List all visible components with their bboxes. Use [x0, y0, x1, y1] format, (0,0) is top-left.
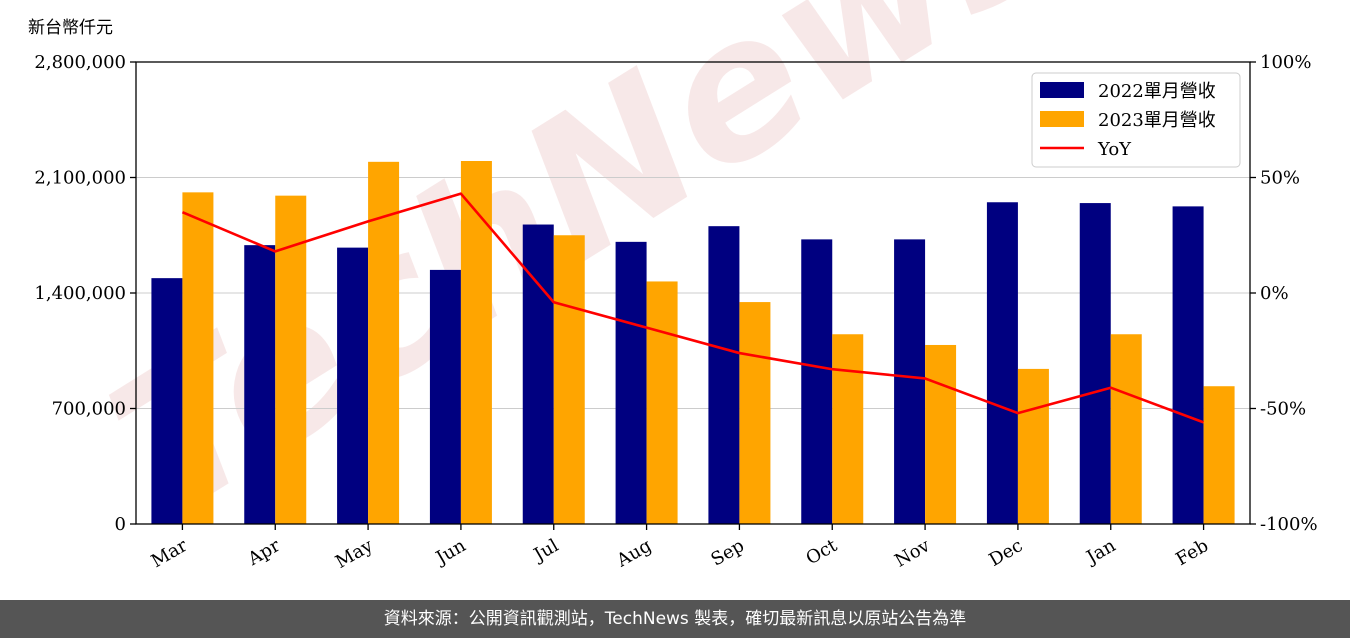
legend-label: 2023單月營收 — [1098, 110, 1216, 131]
x-tick-label: Feb — [1172, 535, 1212, 570]
y2-tick-label: 100% — [1260, 52, 1311, 73]
bar-2022 — [151, 278, 183, 524]
y-tick-label: 1,400,000 — [34, 283, 126, 304]
chart: TechNews 0700,0001,400,0002,100,0002,800… — [28, 0, 1318, 573]
bar-2023 — [553, 235, 585, 524]
bar-2023 — [1110, 334, 1142, 524]
bar-2022 — [337, 247, 369, 524]
bars — [151, 161, 1235, 525]
yoy-line-group — [181, 192, 1205, 424]
x-tick-label: Dec — [985, 535, 1026, 571]
legend-label: 2022單月營收 — [1098, 81, 1216, 102]
bar-2023 — [275, 195, 307, 524]
y-tick-label: 0 — [115, 514, 126, 535]
bar-2022 — [708, 226, 740, 525]
bar-2022 — [801, 239, 833, 524]
x-tick-label: Jul — [529, 535, 563, 567]
x-tick-label: Oct — [802, 535, 841, 570]
bar-2023 — [925, 344, 957, 524]
y-axis-unit-label: 新台幣仟元 — [28, 18, 113, 38]
axes — [130, 61, 1256, 530]
bar-2023 — [739, 302, 771, 524]
x-tick-label: Nov — [891, 535, 934, 572]
grid-lines — [136, 177, 1250, 409]
legend-swatch — [1040, 82, 1084, 98]
x-tick-label: Sep — [708, 535, 748, 570]
bar-2022 — [1172, 206, 1204, 524]
bar-2022 — [522, 224, 554, 524]
y2-tick-label: 50% — [1260, 168, 1300, 189]
y2-tick-label: -100% — [1260, 514, 1318, 535]
plot-frame — [135, 61, 1251, 525]
bar-2022 — [986, 202, 1018, 524]
bar-2022 — [615, 241, 647, 524]
bar-2023 — [460, 161, 492, 524]
bar-2023 — [368, 161, 400, 524]
legend-label: YoY — [1097, 139, 1132, 160]
bar-2023 — [182, 192, 214, 524]
source-footer: 資料來源：公開資訊觀測站，TechNews 製表，確切最新訊息以原站公告為準 — [0, 600, 1350, 638]
bar-2023 — [1203, 386, 1235, 524]
y-tick-label: 700,000 — [52, 399, 126, 420]
x-tick-label: Apr — [244, 535, 284, 570]
bar-2023 — [646, 281, 678, 524]
x-tick-label: May — [332, 535, 377, 573]
y2-tick-label: -50% — [1260, 399, 1306, 420]
bar-2022 — [244, 245, 276, 524]
x-tick-label: Aug — [612, 535, 655, 572]
yoy-line — [181, 192, 1205, 424]
bar-2023 — [832, 334, 864, 524]
x-tick-label: Jun — [431, 535, 470, 570]
legend-swatch — [1040, 111, 1084, 127]
legend: 2022單月營收 2023單月營收 YoY — [1031, 72, 1241, 168]
bar-2022 — [894, 239, 926, 524]
y2-tick-label: 0% — [1260, 283, 1289, 304]
y-tick-label: 2,100,000 — [34, 168, 126, 189]
bar-2022 — [429, 269, 461, 524]
bar-2023 — [1017, 368, 1049, 524]
bar-2022 — [1079, 203, 1111, 524]
y-tick-label: 2,800,000 — [34, 52, 126, 73]
x-tick-label: Jan — [1081, 535, 1119, 569]
